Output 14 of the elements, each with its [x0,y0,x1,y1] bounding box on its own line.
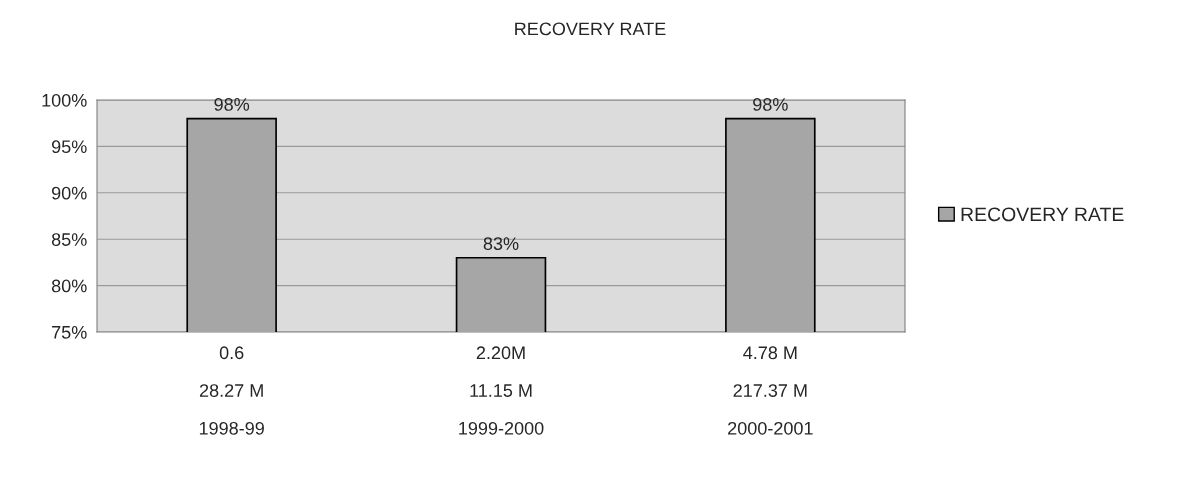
category-label: 4.78 M 217.37 M 2000-2001 [728,346,813,435]
y-tick-label: 95% [51,140,87,154]
y-tick-label: 75% [52,326,87,339]
category-label: 2.20M 11.15 M 1999-2000 [459,346,544,435]
data-label: 98% [753,98,788,111]
y-tick-label: 100% [42,93,87,107]
y-tick-label: 85% [51,233,87,246]
legend-label: RECOVERY RATE [961,207,1124,222]
y-tick-label: 80% [51,279,87,293]
y-tick-label: 90% [51,186,87,200]
data-label: 83% [483,237,519,251]
chart-title: RECOVERY RATE [515,22,666,36]
data-label: 98% [214,98,250,111]
category-label: 0.6 28.27 M 1998-99 [199,346,264,435]
